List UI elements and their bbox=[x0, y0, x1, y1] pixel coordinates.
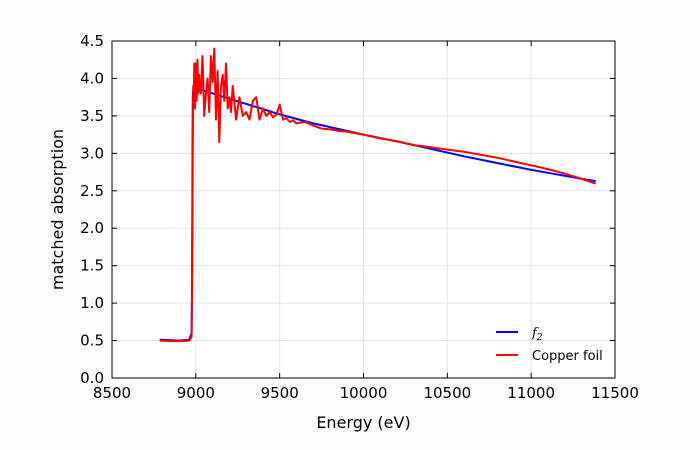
y-tick-label: 2.0 bbox=[80, 219, 104, 237]
x-axis-label: Energy (eV) bbox=[316, 413, 410, 432]
x-tick-label: 9000 bbox=[177, 384, 215, 402]
x-tick-labels: 8500 9000 9500 10000 10500 11000 11500 bbox=[93, 384, 639, 402]
axis-ticks bbox=[111, 40, 616, 379]
series-layer bbox=[159, 47, 596, 343]
legend-label-f2-subscript: 2 bbox=[536, 333, 543, 343]
y-tick-label: 3.0 bbox=[80, 144, 104, 162]
y-tick-label: 1.0 bbox=[80, 294, 104, 312]
legend-label-copper-foil: Copper foil bbox=[532, 349, 603, 364]
y-tick-labels: 0.0 0.5 1.0 1.5 2.0 2.5 3.0 3.5 4.0 4.5 bbox=[80, 32, 104, 387]
x-tick-label: 11500 bbox=[591, 384, 639, 402]
x-tick-label: 10500 bbox=[423, 384, 471, 402]
series-line-copper-foil bbox=[159, 47, 596, 343]
y-tick-label: 4.0 bbox=[80, 69, 104, 87]
y-tick-label: 0.5 bbox=[80, 332, 104, 350]
legend: f2 Copper foil bbox=[496, 326, 603, 364]
x-tick-label: 8500 bbox=[93, 384, 131, 402]
y-tick-label: 0.0 bbox=[80, 369, 104, 387]
y-tick-label: 1.5 bbox=[80, 257, 104, 275]
y-axis-label: matched absorption bbox=[48, 129, 67, 290]
y-tick-label: 3.5 bbox=[80, 107, 104, 125]
x-tick-label: 11000 bbox=[507, 384, 555, 402]
y-tick-label: 2.5 bbox=[80, 182, 104, 200]
y-tick-label: 4.5 bbox=[80, 32, 104, 50]
legend-label-f2: f2 bbox=[531, 326, 543, 343]
x-tick-label: 10000 bbox=[340, 384, 388, 402]
x-tick-label: 9500 bbox=[261, 384, 299, 402]
